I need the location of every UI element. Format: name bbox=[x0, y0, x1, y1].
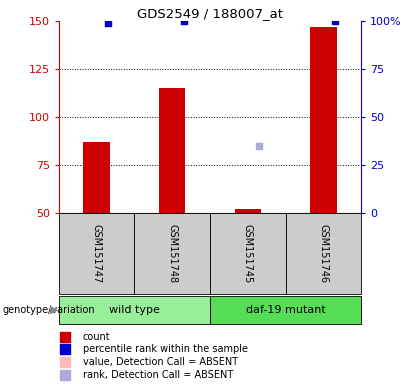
Text: count: count bbox=[83, 332, 110, 342]
Bar bbox=[59, 213, 134, 294]
Text: wild type: wild type bbox=[109, 305, 160, 315]
Text: GSM151748: GSM151748 bbox=[167, 224, 177, 283]
Point bbox=[105, 20, 111, 26]
Bar bbox=[59, 296, 210, 324]
Text: genotype/variation: genotype/variation bbox=[2, 305, 95, 315]
Point bbox=[61, 359, 68, 365]
Bar bbox=[210, 296, 361, 324]
Text: GSM151745: GSM151745 bbox=[243, 224, 253, 283]
Text: GSM151747: GSM151747 bbox=[92, 224, 102, 283]
Bar bbox=[286, 213, 361, 294]
Text: rank, Detection Call = ABSENT: rank, Detection Call = ABSENT bbox=[83, 370, 233, 380]
Point bbox=[61, 372, 68, 378]
Point bbox=[180, 18, 187, 24]
Text: daf-19 mutant: daf-19 mutant bbox=[246, 305, 326, 315]
Point bbox=[331, 18, 338, 24]
Point bbox=[256, 143, 262, 149]
Text: ▶: ▶ bbox=[50, 305, 58, 315]
Bar bbox=[234, 209, 261, 213]
Bar bbox=[134, 213, 210, 294]
Text: value, Detection Call = ABSENT: value, Detection Call = ABSENT bbox=[83, 357, 238, 367]
Bar bbox=[159, 88, 185, 213]
Point bbox=[61, 334, 68, 340]
Point bbox=[61, 346, 68, 353]
Bar bbox=[310, 27, 336, 213]
Text: percentile rank within the sample: percentile rank within the sample bbox=[83, 344, 248, 354]
Text: GSM151746: GSM151746 bbox=[318, 224, 328, 283]
Title: GDS2549 / 188007_at: GDS2549 / 188007_at bbox=[137, 7, 283, 20]
Bar bbox=[83, 142, 110, 213]
Bar bbox=[210, 213, 286, 294]
